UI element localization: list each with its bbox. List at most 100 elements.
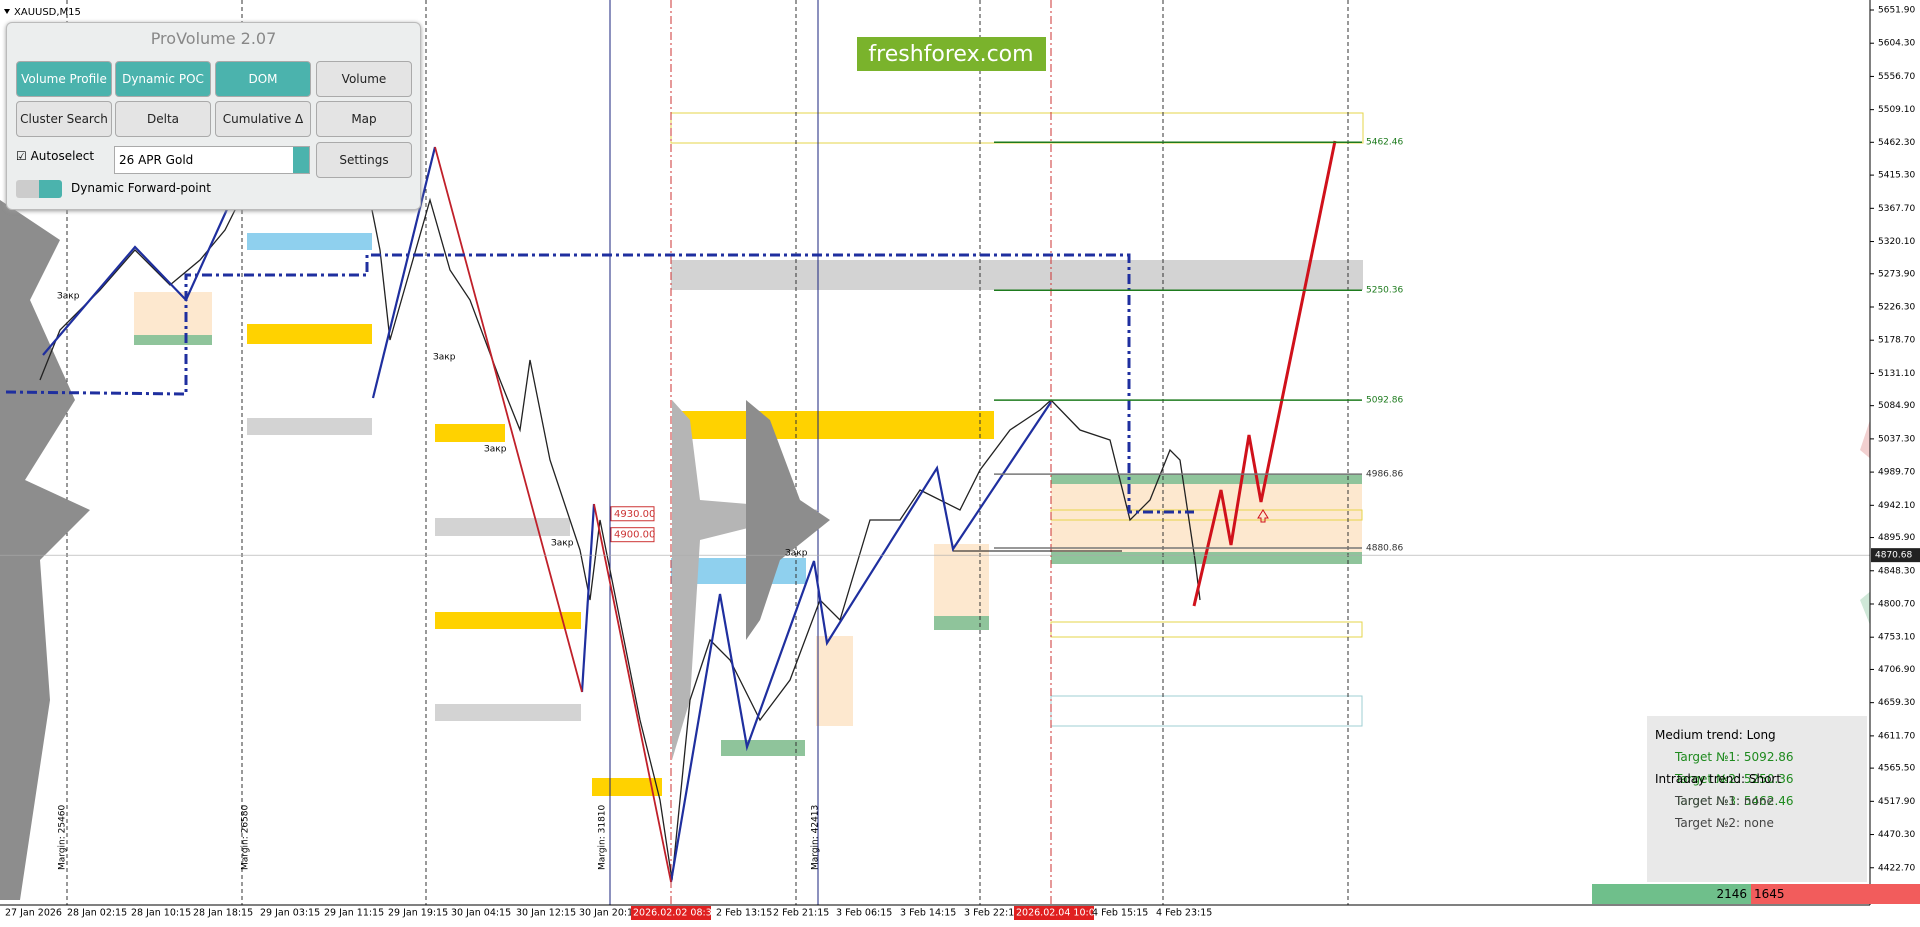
trend-box: Medium trend: Long Target №1: 5092.86 Tar… (1647, 716, 1867, 882)
price-tick-label: 5320.10 (1878, 237, 1915, 247)
price-tick-label: 5131.10 (1878, 369, 1915, 379)
toggle[interactable] (16, 180, 62, 198)
price-axis-bg (1870, 0, 1920, 905)
intraday-trend: Intraday trend: Short (1655, 772, 1782, 786)
time-label: 28 Jan 10:15 (131, 908, 191, 919)
price-tick-label: 4422.70 (1878, 863, 1915, 873)
time-label: 30 Jan 12:15 (516, 908, 576, 919)
medium-target: Target №3: 5462.46 (1675, 794, 1794, 808)
price-tick-label: 5509.10 (1878, 105, 1915, 115)
symbol-icon (4, 9, 10, 14)
panel-button[interactable]: Delta (115, 101, 211, 137)
panel-button[interactable]: Map (316, 101, 412, 137)
price-tick-label: 5415.30 (1878, 171, 1915, 181)
margin-label: Margin: 31810 (598, 804, 608, 870)
time-label: 3 Feb 22:15 (964, 908, 1020, 919)
close-label: Закр (785, 549, 808, 559)
price-tick-label: 4470.30 (1878, 830, 1915, 840)
close-label: Закр (433, 353, 456, 363)
zigzag-red (593, 503, 672, 883)
sell-bar: 1645 (1751, 884, 1920, 904)
medium-trend: Medium trend: Long (1655, 728, 1776, 742)
panel-button[interactable]: Volume Profile (16, 61, 112, 97)
panel-title: ProVolume 2.07 (150, 29, 277, 48)
price-tick-label: 4706.90 (1878, 665, 1915, 675)
price-tick-label: 4895.90 (1878, 533, 1915, 543)
time-label: 27 Jan 2026 (5, 908, 62, 919)
settings-button[interactable]: Settings (316, 142, 412, 178)
time-highlight (1014, 906, 1094, 920)
buy-bar: 2146 (1592, 884, 1751, 904)
order-label: 4930.00 (614, 509, 655, 520)
panel-button[interactable]: Cumulative Δ (215, 101, 311, 137)
price-tick-label: 5604.30 (1878, 39, 1915, 49)
price-tick-label: 4989.70 (1878, 468, 1915, 478)
price-tick-label: 4848.30 (1878, 566, 1915, 576)
price-tick-label: 5178.70 (1878, 336, 1915, 346)
intraday-target: Target №2: none (1675, 816, 1774, 830)
margin-label: Margin: 26580 (241, 804, 251, 870)
price-tick-label: 5273.90 (1878, 269, 1915, 279)
time-label: 3 Feb 06:15 (836, 908, 892, 919)
price-tick-label: 5367.70 (1878, 204, 1915, 214)
time-label: 29 Jan 11:15 (324, 908, 384, 919)
panel-button[interactable]: Dynamic POC (115, 61, 211, 97)
price-tick-label: 4942.10 (1878, 501, 1915, 511)
watermark-bg (857, 37, 1046, 71)
order-box (610, 506, 655, 522)
time-label: 2 Feb 13:15 (716, 908, 772, 919)
time-label: 28 Jan 02:15 (67, 908, 127, 919)
time-label: 30 Jan 20:15 (579, 908, 639, 919)
price-tick-label: 4753.10 (1878, 633, 1915, 643)
autoselect-label: Autoselect (30, 149, 95, 163)
dash-dot-line (5, 253, 1194, 514)
time-label: 4 Feb 23:15 (1156, 908, 1212, 919)
intraday-target: Target №1: none (1675, 794, 1774, 808)
margin-label: Margin: 42413 (811, 805, 821, 870)
current-price-bg (1871, 548, 1920, 563)
close-label: Закр (484, 445, 507, 455)
zigzag-blue (580, 503, 596, 693)
symbol: XAUUSD,M15 (14, 7, 81, 18)
price-tick-label: 5651.90 (1878, 6, 1915, 16)
time-label: 29 Jan 19:15 (388, 908, 448, 919)
current-price: 4870.68 (1875, 551, 1912, 561)
time-label: 3 Feb 14:15 (900, 908, 956, 919)
time-label: 30 Jan 04:15 (451, 908, 511, 919)
provolume-panel: ProVolume 2.07 Volume Profile Dynamic POC… (6, 22, 421, 210)
price-tick-label: 4800.70 (1878, 599, 1915, 609)
level-label: 4986.86 (1366, 470, 1403, 480)
level-label: 5092.86 (1366, 396, 1403, 406)
autoselect[interactable]: ☑ Autoselect (16, 149, 95, 163)
zigzag-blue (371, 146, 437, 399)
forecast (1192, 140, 1337, 607)
medium-target: Target №1: 5092.86 (1675, 750, 1794, 764)
arrow-icon (1257, 509, 1269, 523)
price-tick-label: 5084.90 (1878, 401, 1915, 411)
instrument-select[interactable]: 26 APR Gold (114, 146, 310, 174)
zigzag-blue (42, 195, 235, 356)
zigzag-red (434, 146, 583, 693)
time-label: 29 Jan 03:15 (260, 908, 320, 919)
price-tick-label: 4517.90 (1878, 797, 1915, 807)
panel-button[interactable]: Cluster Search (16, 101, 112, 137)
level-label: 5250.36 (1366, 286, 1403, 296)
price-tick-label: 5226.30 (1878, 302, 1915, 312)
time-label: 2 Feb 21:15 (773, 908, 829, 919)
level-label: 4880.86 (1366, 544, 1403, 554)
time-label: 2026.02.02 08:30 (633, 908, 718, 919)
sell-volume: 1645 (1754, 887, 1785, 901)
price-tick-label: 5462.30 (1878, 138, 1915, 148)
zigzag-blue (669, 401, 1052, 883)
price-tick-label: 4659.30 (1878, 698, 1915, 708)
order-label: 4900.00 (614, 530, 655, 541)
time-label: 4 Feb 15:15 (1092, 908, 1148, 919)
medium-target: Target №2: 5250.36 (1675, 772, 1794, 786)
close-label: Закр (57, 292, 80, 302)
price-tick-label: 4565.50 (1878, 764, 1915, 774)
panel-button[interactable]: DOM (215, 61, 311, 97)
panel-button[interactable]: Volume (316, 61, 412, 97)
level-label: 5462.46 (1366, 138, 1403, 148)
